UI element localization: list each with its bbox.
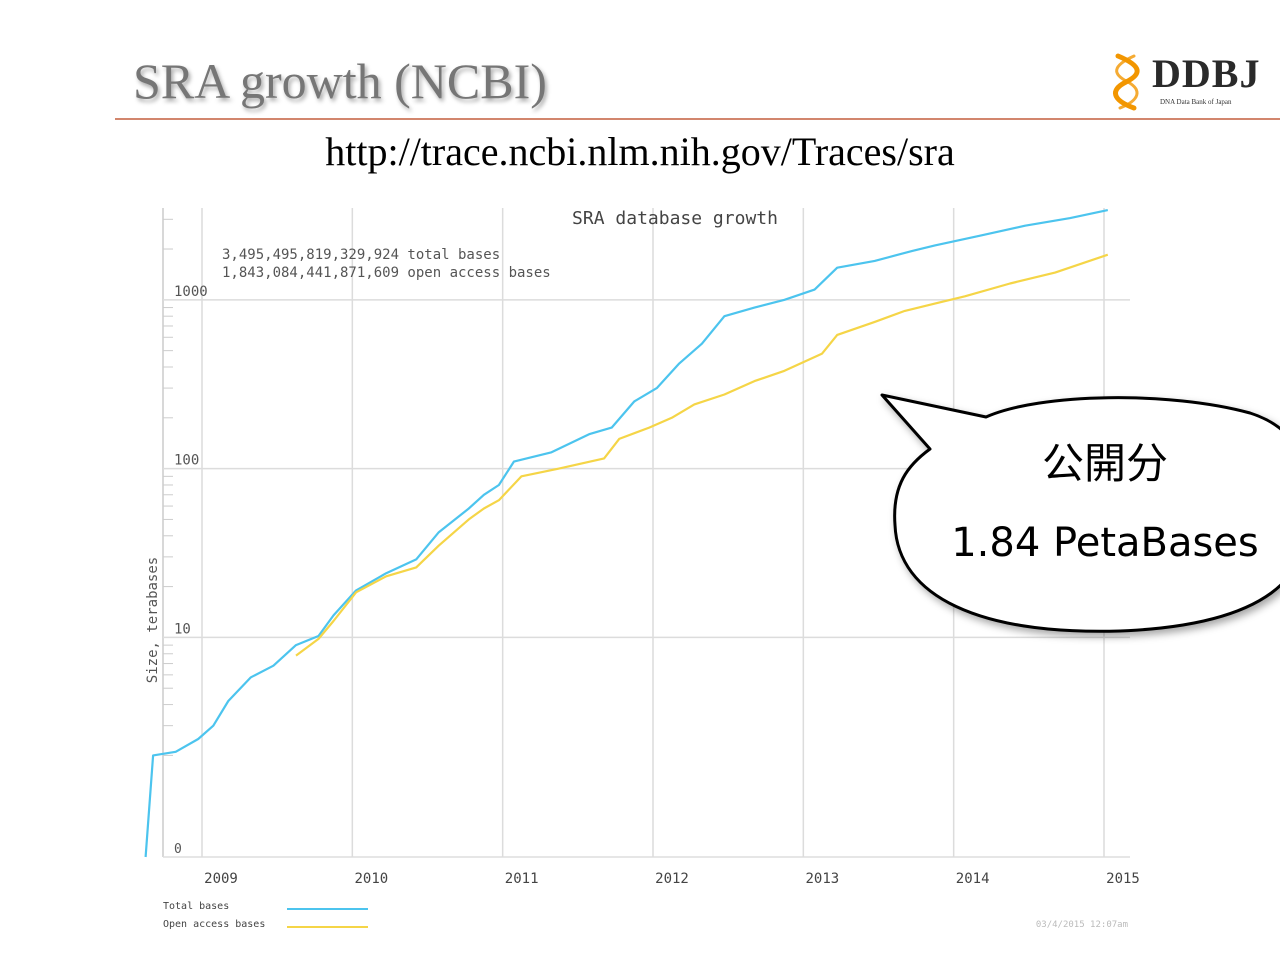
x-tick-label-2011: 2011: [505, 871, 539, 887]
series-line-total-bases: [144, 209, 1109, 858]
x-tick-label-2014: 2014: [956, 871, 990, 887]
callout-bubble: 公開分 1.84 PetaBases: [880, 393, 1280, 633]
x-tick-label-2012: 2012: [655, 871, 689, 887]
annotation-total-bases: 3,495,495,819,329,924 total bases: [222, 247, 500, 263]
logo-subtitle: DNA Data Bank of Japan: [1160, 98, 1232, 106]
annotation-open-access-bases: 1,843,084,441,871,609 open access bases: [222, 265, 551, 281]
series-layer: [144, 209, 1109, 858]
dna-helix-icon: [1113, 53, 1140, 111]
series-line-open-access-bases: [295, 253, 1109, 657]
ddbj-logo: DDBJ DNA Data Bank of Japan: [1108, 52, 1273, 114]
x-tick-label-2009: 2009: [204, 871, 238, 887]
y-tick-label-100: 100: [174, 453, 199, 469]
y-tick-labels: 10 100 1000 0: [174, 284, 208, 857]
chart-timestamp: 03/4/2015 12:07am: [1036, 920, 1128, 930]
title-divider: [115, 118, 1280, 120]
x-tick-label-2013: 2013: [805, 871, 839, 887]
sra-growth-chart: SRA database growth 3,495,495,819,329,92…: [144, 208, 1140, 930]
chart-title: SRA database growth: [572, 208, 778, 229]
x-tick-label-2010: 2010: [354, 871, 388, 887]
y-tick-label-1000: 1000: [174, 284, 208, 300]
x-tick-label-2015: 2015: [1106, 871, 1140, 887]
speech-bubble-shape: [880, 393, 1280, 633]
y-axis-label: Size, terabases: [145, 557, 161, 683]
logo-text: DDBJ: [1152, 51, 1261, 96]
legend: Total bases Open access bases: [163, 901, 368, 930]
slide-title: SRA growth (NCBI): [133, 53, 547, 109]
callout-value: 1.84 PetaBases: [951, 520, 1259, 566]
x-tick-labels: 2009 2010 2011 2012 2013 2014 2015: [204, 871, 1140, 887]
y-tick-label-10: 10: [174, 621, 191, 637]
legend-label-open: Open access bases: [163, 919, 265, 930]
legend-label-total: Total bases: [163, 901, 229, 912]
callout-heading: 公開分: [1042, 439, 1168, 488]
source-url: http://trace.ncbi.nlm.nih.gov/Traces/sra: [325, 129, 955, 174]
y-minor-ticks: [163, 218, 173, 756]
y-tick-label-zero: 0: [174, 842, 182, 857]
